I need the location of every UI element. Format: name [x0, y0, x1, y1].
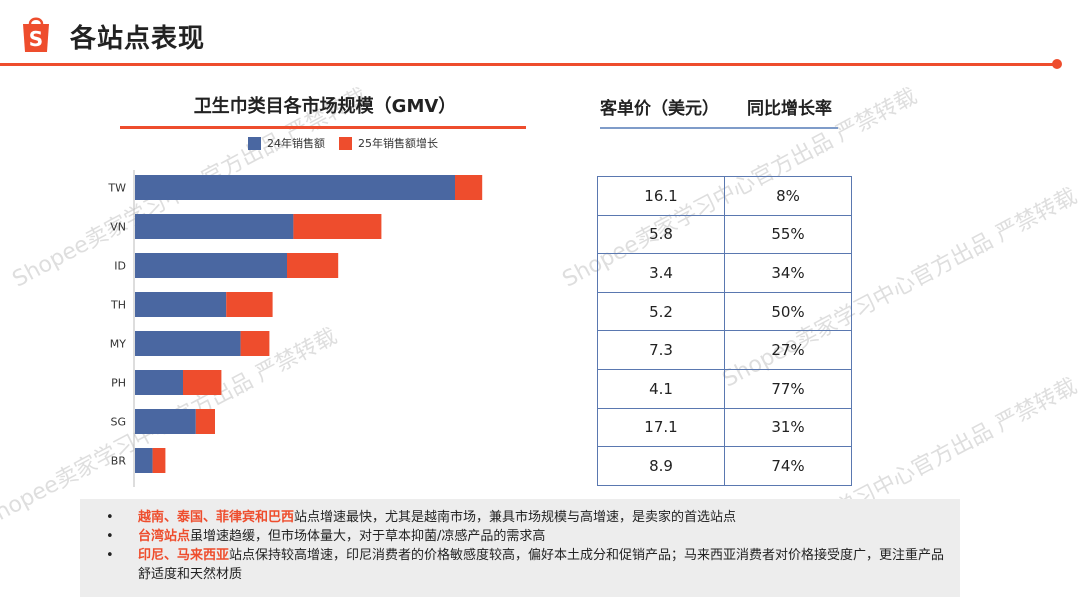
growth-cell: 31%: [724, 407, 852, 448]
y-tick-label: TH: [110, 299, 126, 312]
y-tick-label: BR: [111, 455, 127, 468]
bar-ph-series-1: [183, 370, 222, 395]
price-cell: 5.8: [597, 214, 725, 255]
price-cell: 8.9: [597, 446, 725, 486]
note-text: 虽增速趋缓，但市场体量大，对于草本抑菌/凉感产品的需求高: [190, 529, 546, 544]
bar-th-series-0: [135, 292, 227, 317]
price-growth-table: 16.1 8% 5.8 55% 3.4 34% 5.2 50% 7.3 27% 4.1 77% 17.1…: [597, 176, 852, 486]
bar-th-series-1: [226, 292, 273, 317]
note-highlight: 印尼、马来西亚: [138, 548, 230, 563]
table-row: 5.2 50%: [597, 291, 852, 332]
growth-cell: 34%: [724, 253, 852, 293]
table-row: 17.1 31%: [597, 407, 852, 448]
header-divider: [0, 63, 1058, 66]
price-cell: 16.1: [597, 176, 725, 216]
bar-sg-series-0: [135, 409, 196, 434]
table-row: 16.1 8%: [597, 176, 852, 216]
table-row: 8.9 74%: [597, 446, 852, 486]
growth-cell: 55%: [724, 214, 852, 255]
chart-title: 卫生巾类目各市场规模（GMV）: [193, 96, 457, 117]
price-cell: 7.3: [597, 330, 725, 370]
bar-ph-series-0: [135, 370, 183, 395]
bar-tw-series-1: [455, 175, 483, 200]
bar-my-series-0: [135, 331, 241, 356]
bar-my-series-1: [240, 331, 270, 356]
legend-swatch-25: [339, 136, 352, 150]
bar-br-series-0: [135, 448, 153, 473]
y-tick-label: MY: [110, 338, 126, 351]
growth-cell: 74%: [724, 446, 852, 486]
bar-br-series-1: [152, 448, 166, 473]
logo-letter: S: [29, 27, 43, 51]
bar-tw-series-0: [135, 175, 455, 200]
price-cell: 17.1: [597, 407, 725, 448]
notes-box: • 越南、泰国、菲律宾和巴西站点增速最快，尤其是越南市场，兼具市场规模与高增速，…: [80, 499, 960, 597]
y-tick-label: VN: [110, 221, 126, 234]
growth-cell: 77%: [724, 368, 852, 409]
table-row: 4.1 77%: [597, 368, 852, 409]
bar-vn-series-0: [135, 214, 294, 239]
legend-label-24: 24年销售额: [267, 137, 325, 150]
note-item: • 越南、泰国、菲律宾和巴西站点增速最快，尤其是越南市场，兼具市场规模与高增速，…: [106, 508, 948, 527]
table-title: 客单价（美元） 同比增长率: [600, 94, 832, 119]
table-row: 5.8 55%: [597, 214, 852, 255]
legend-swatch-24: [248, 136, 261, 150]
note-highlight: 台湾站点: [138, 529, 191, 544]
shopee-logo-icon: S: [23, 17, 49, 52]
note-text: 站点增速最快，尤其是越南市场，兼具市场规模与高增速，是卖家的首选站点: [294, 510, 737, 525]
growth-cell: 27%: [724, 330, 852, 370]
bar-id-series-0: [135, 253, 287, 278]
table-row: 7.3 27%: [597, 330, 852, 370]
legend-item-24: 24年销售额: [248, 135, 325, 151]
page-title: 各站点表现: [70, 24, 206, 54]
bar-id-series-1: [287, 253, 339, 278]
legend-item-25: 25年销售额增长: [339, 135, 438, 151]
growth-cell: 50%: [724, 291, 852, 332]
price-cell: 5.2: [597, 291, 725, 332]
table-title-underline: [600, 127, 838, 129]
note-text: 站点保持较高增速，印尼消费者的价格敏感度较高，偏好本土成分和促销产品；马来西亚消…: [138, 548, 945, 582]
growth-cell: 8%: [724, 176, 852, 216]
table-title-price: 客单价（美元）: [600, 99, 719, 119]
note-highlight: 越南、泰国、菲律宾和巴西: [138, 510, 295, 525]
chart-title-underline: [120, 126, 526, 129]
price-cell: 3.4: [597, 253, 725, 293]
header-divider-dot: [1052, 59, 1062, 69]
y-tick-label: ID: [114, 260, 126, 273]
y-tick-label: PH: [111, 377, 126, 390]
note-item: • 台湾站点虽增速趋缓，但市场体量大，对于草本抑菌/凉感产品的需求高: [106, 527, 948, 546]
y-tick-label: TW: [107, 182, 126, 195]
bar-vn-series-1: [293, 214, 382, 239]
legend-label-25: 25年销售额增长: [358, 137, 438, 150]
chart-legend: 24年销售额 25年销售额增长: [248, 135, 438, 151]
price-cell: 4.1: [597, 368, 725, 409]
bar-chart: TW VN ID TH MY PH SG BR: [107, 170, 483, 487]
bullet: •: [106, 529, 114, 544]
y-tick-label: SG: [110, 416, 126, 429]
bar-sg-series-1: [195, 409, 215, 434]
table-title-growth: 同比增长率: [747, 99, 832, 119]
bullet: •: [106, 548, 114, 563]
table-row: 3.4 34%: [597, 253, 852, 293]
bullet: •: [106, 510, 114, 525]
note-item: • 印尼、马来西亚站点保持较高增速，印尼消费者的价格敏感度较高，偏好本土成分和促…: [106, 546, 948, 584]
